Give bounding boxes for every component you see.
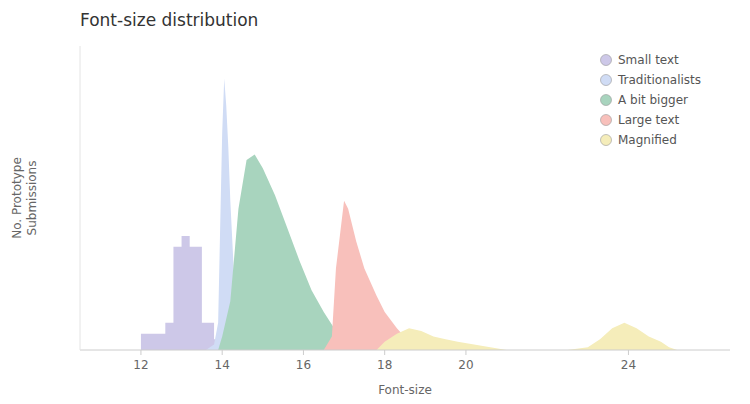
legend-label: Small text [618,53,679,67]
legend-dot [601,55,612,66]
x-tick-label: 20 [458,358,473,372]
x-tick [628,350,629,355]
legend-label: Large text [618,113,680,127]
legend-label: A bit bigger [618,93,688,107]
legend-label: Magnified [618,133,677,147]
legend-label: Traditionalists [617,73,701,87]
legend-dot [601,75,612,86]
x-tick-label: 14 [215,358,230,372]
legend-dot [601,95,612,106]
x-tick-label: 12 [133,358,148,372]
x-tick [303,350,304,355]
area [377,323,678,350]
chart: 12 14 16 18 20 24 Font-size distribution Font-s… [0,0,750,404]
legend: Small text Traditionalists A bit bigger Lar… [601,53,702,147]
x-axis-line [80,350,730,351]
x-tick [222,350,223,355]
legend-dot [601,135,612,146]
x-tick-label: 16 [296,358,311,372]
x-tick-label: 24 [621,358,636,372]
x-tick [140,350,141,355]
plot-area [133,79,677,350]
y-axis-label: No. PrototypeSubmissions [10,157,39,239]
legend-dot [601,115,612,126]
area [218,155,348,350]
x-tick-label: 18 [377,358,392,372]
title: Font-size distribution [80,10,258,30]
x-tick [384,350,385,355]
x-axis-label: Font-size [378,383,432,397]
y-axis-line [80,46,81,350]
area [133,236,222,350]
area [324,201,422,350]
x-tick [465,350,466,355]
